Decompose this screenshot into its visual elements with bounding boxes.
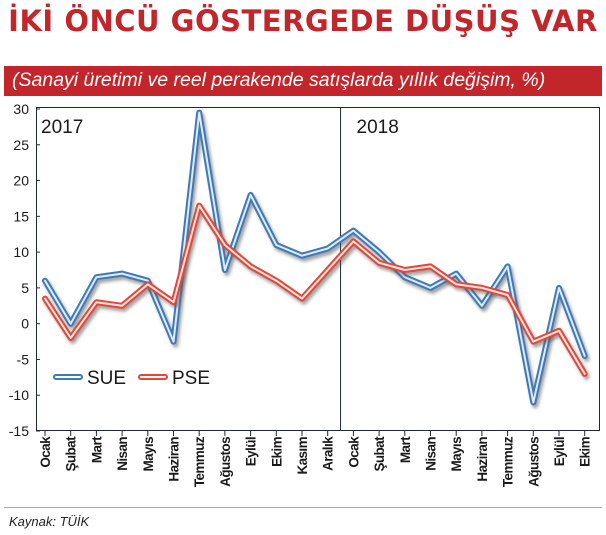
y-tick-label: 30 xyxy=(13,101,29,117)
x-tick-label: Aralık xyxy=(321,436,336,471)
y-tick-label: 10 xyxy=(13,244,29,260)
x-tick-label: Eylül xyxy=(552,437,567,466)
x-tick-label: Ekim xyxy=(578,436,593,466)
footer-divider xyxy=(4,507,602,508)
chart-title: İKİ ÖNCÜ GÖSTERGEDE DÜŞÜŞ VAR xyxy=(8,4,598,38)
y-tick-label: -10 xyxy=(9,387,29,403)
x-tick-label: Nisan xyxy=(424,437,439,471)
y-tick-label: -15 xyxy=(9,423,29,439)
x-tick-label: Kasım xyxy=(295,436,310,474)
y-tick-label: 20 xyxy=(13,173,29,189)
y-tick-label: 25 xyxy=(13,137,29,153)
x-tick-label: Şubat xyxy=(64,436,79,472)
plot-frame xyxy=(36,107,600,431)
legend-label-pse: PSE xyxy=(172,368,210,389)
year-label-2017: 2017 xyxy=(41,117,83,138)
x-tick-label: Ağustos xyxy=(218,437,233,487)
y-tick-label: 0 xyxy=(21,316,29,332)
x-tick-label: Haziran xyxy=(475,437,490,482)
y-tick-label: 5 xyxy=(21,280,29,296)
chart-subtitle: (Sanayi üretimi ve reel perakende satışl… xyxy=(12,69,546,91)
x-tick-label: Eylül xyxy=(244,437,259,466)
x-tick-label: Ocak xyxy=(346,436,361,468)
x-tick-label: Nisan xyxy=(115,437,130,471)
x-tick-label: Haziran xyxy=(167,437,182,482)
x-tick-label: Mayıs xyxy=(449,437,464,472)
x-tick-label: Temmuz xyxy=(501,436,516,487)
year-label-2018: 2018 xyxy=(357,117,399,138)
series-shadow-sue xyxy=(44,112,590,409)
x-tick-label: Temmuz xyxy=(192,436,207,487)
x-tick-label: Mart xyxy=(398,436,413,463)
x-tick-label: Ocak xyxy=(38,436,53,468)
subtitle-band: (Sanayi üretimi ve reel perakende satışl… xyxy=(4,66,602,96)
legend-label-sue: SUE xyxy=(87,368,126,389)
y-tick-label: 15 xyxy=(13,208,29,224)
y-tick-label: -5 xyxy=(17,351,30,367)
line-chart: 30 25 20 15 10 5 0 -5 -10 -15 2017 2018 Ocak Şubat Mar… xyxy=(9,101,593,487)
source-note: Kaynak: TÜİK xyxy=(9,514,90,529)
series-highlight-pse xyxy=(44,204,586,375)
x-tick-label: Şubat xyxy=(372,436,387,472)
x-tick-label: Ağustos xyxy=(526,437,541,487)
x-tick-label: Mart xyxy=(89,436,104,463)
x-tick-label: Mayıs xyxy=(141,437,156,472)
series-highlight-sue xyxy=(44,111,586,404)
x-tick-label: Ekim xyxy=(269,436,284,466)
